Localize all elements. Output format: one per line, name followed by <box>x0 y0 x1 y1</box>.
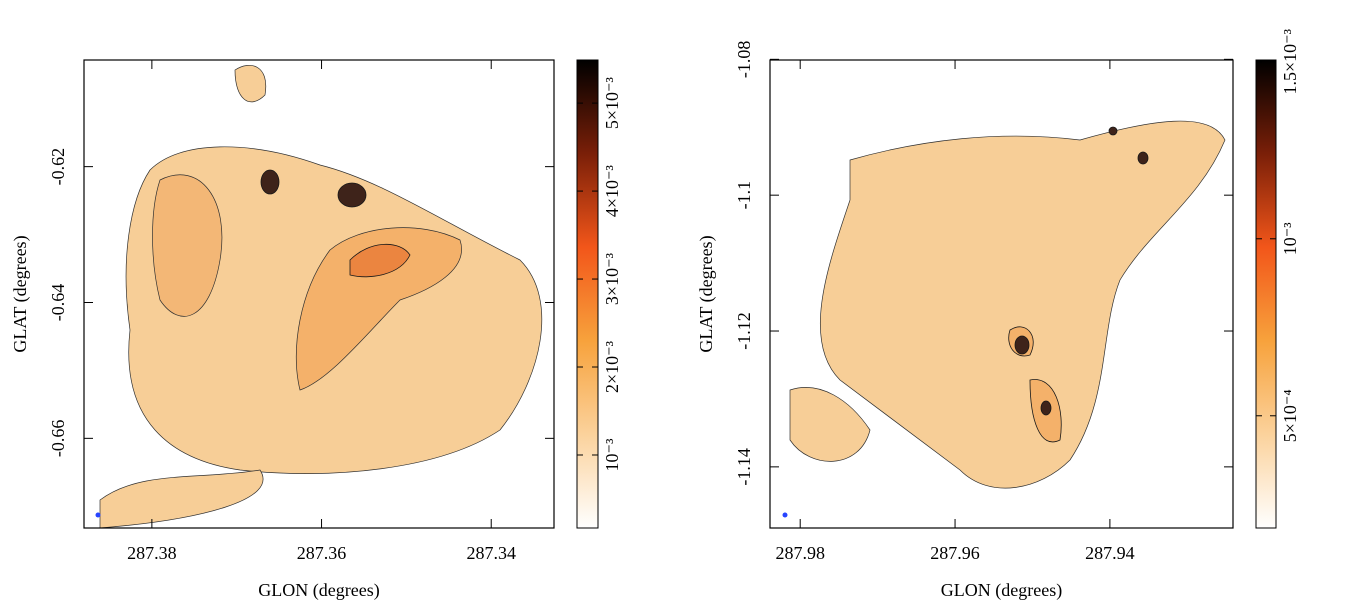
y-tick-label: -0.62 <box>48 148 68 186</box>
x-tick-label: 287.98 <box>775 543 825 563</box>
plot-frame <box>769 59 1234 529</box>
colorbar-tick-label: 10⁻³ <box>602 438 622 472</box>
colorbar-tick-label: 10⁻³ <box>1280 222 1300 256</box>
x-axis-label: GLON (degrees) <box>941 580 1062 601</box>
y-tick-label: -1.12 <box>734 312 754 350</box>
y-axis-label: GLAT (degrees) <box>696 235 717 352</box>
plot-frame <box>83 59 555 529</box>
x-tick-label: 287.36 <box>297 543 347 563</box>
y-tick-label: -0.64 <box>48 284 68 322</box>
colorbar-tick-label: 3×10⁻³ <box>602 252 622 305</box>
x-tick-label: 287.96 <box>930 543 980 563</box>
y-tick-label: -1.08 <box>734 41 754 79</box>
map-image <box>95 65 543 528</box>
colorbar-tick-label: 2×10⁻³ <box>602 340 622 393</box>
x-tick-label: 287.38 <box>127 543 177 563</box>
x-axis-label: GLON (degrees) <box>258 580 379 601</box>
y-tick-label: -0.66 <box>48 420 68 458</box>
y-tick-label: -1.1 <box>734 181 754 210</box>
map-image <box>782 120 1226 518</box>
colorbar-tick-label: 4×10⁻³ <box>602 164 622 217</box>
x-tick-label: 287.94 <box>1085 543 1135 563</box>
colorbar <box>576 59 599 529</box>
colorbar-tick-label: 1.5×10⁻³ <box>1280 28 1300 94</box>
colorbar <box>1255 59 1277 529</box>
colorbar-tick-label: 5×10⁻⁴ <box>1280 389 1300 442</box>
x-tick-label: 287.34 <box>466 543 516 563</box>
colorbar-tick-label: 5×10⁻³ <box>602 76 622 129</box>
y-tick-label: -1.14 <box>734 448 754 486</box>
y-axis-label: GLAT (degrees) <box>10 235 31 352</box>
